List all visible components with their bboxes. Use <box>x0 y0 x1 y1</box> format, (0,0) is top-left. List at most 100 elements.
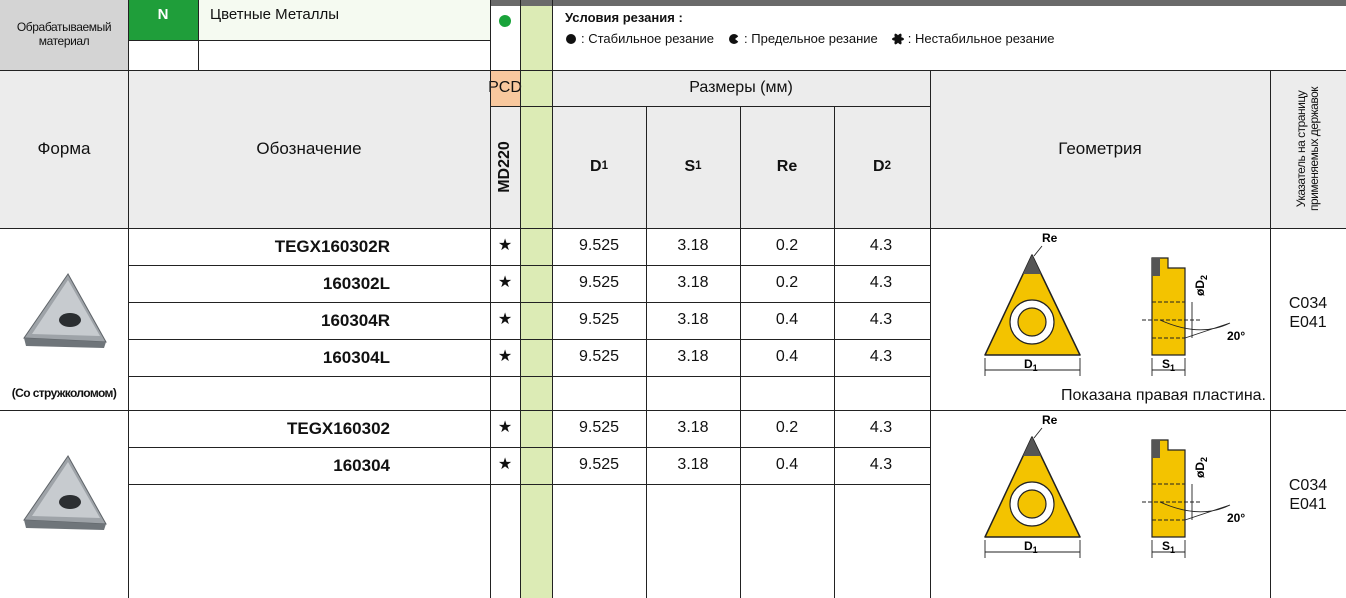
text: D <box>873 158 885 176</box>
insert-photo <box>20 268 110 358</box>
availability: ★ <box>490 302 520 339</box>
d2-label: øD2 <box>1193 457 1209 478</box>
s1-symbol: S <box>1162 357 1170 371</box>
dimension-value: 9.525 <box>552 447 646 484</box>
s1-index: 1 <box>1170 363 1175 373</box>
angle-label: 20° <box>1227 511 1245 525</box>
geometry-header: Геометрия <box>930 70 1270 228</box>
text: применяемых державок <box>1308 87 1321 211</box>
designation: 160304R <box>128 302 390 339</box>
dimension-value: 3.18 <box>646 410 740 447</box>
d2-symbol: øD <box>1193 280 1207 296</box>
dimension-value: 9.525 <box>552 410 646 447</box>
hole-inner <box>1018 308 1046 336</box>
rule <box>834 106 835 598</box>
text: C034 <box>1289 294 1327 313</box>
availability: ★ <box>490 410 520 447</box>
d2-label: øD2 <box>1193 275 1209 296</box>
angle-label: 20° <box>1227 329 1245 343</box>
conditions-title: Условия резания : <box>565 10 965 26</box>
geometry-caption: Показана правая пластина. <box>930 382 1268 410</box>
s1-label: S1 <box>1162 357 1175 373</box>
material-name: Цветные Металлы <box>198 0 490 40</box>
grade-class: PCD <box>490 70 520 106</box>
dimension-value: 9.525 <box>552 265 646 302</box>
dimension-value: 9.525 <box>552 302 646 339</box>
rule <box>128 484 930 485</box>
rule <box>128 376 930 377</box>
dimension-value: 3.18 <box>646 447 740 484</box>
text: S <box>684 158 695 176</box>
insert-face <box>32 280 100 336</box>
availability: ★ <box>490 339 520 376</box>
d1-index: 1 <box>1033 545 1038 555</box>
re-label: Re <box>1042 231 1058 245</box>
subscript: 2 <box>885 160 891 173</box>
dimension-value: 9.525 <box>552 339 646 376</box>
s1-label: S1 <box>1162 539 1175 555</box>
rule <box>0 228 1346 229</box>
condition-icon <box>892 33 904 45</box>
rule <box>128 0 129 598</box>
d2-index: 2 <box>1199 457 1209 462</box>
catalog-page: Обрабатываемый материалNЦветные Металлы У… <box>0 0 1346 598</box>
dimension-value: 4.3 <box>834 265 928 302</box>
rule <box>552 0 553 598</box>
rule <box>198 0 199 70</box>
insert-hole <box>59 313 81 327</box>
availability: ★ <box>490 447 520 484</box>
icon-stable <box>566 34 576 44</box>
d1-label: D1 <box>1024 357 1038 373</box>
conditions-legend: : Стабильное резание: Предельное резание… <box>565 30 1265 48</box>
text: : Нестабильное резание <box>908 32 1055 47</box>
availability: ★ <box>490 265 520 302</box>
dimension-value: 4.3 <box>834 228 928 265</box>
dimension-value: 4.3 <box>834 339 928 376</box>
dimensions-header: Размеры (мм) <box>552 70 930 106</box>
d2-index: 2 <box>1199 275 1209 280</box>
material-label: Обрабатываемый материал <box>0 0 128 70</box>
re-label: Re <box>1042 413 1058 427</box>
dimension-value: 4.3 <box>834 410 928 447</box>
rule <box>930 70 931 598</box>
dimension-value: 3.18 <box>646 228 740 265</box>
dimension-value: 0.2 <box>740 410 834 447</box>
designation: TEGX160302 <box>128 410 390 447</box>
dimension-header: Re <box>740 106 834 228</box>
dimension-value: 9.525 <box>552 228 646 265</box>
side-tip <box>1152 440 1160 458</box>
rule <box>1270 70 1271 598</box>
dimension-value: 0.2 <box>740 265 834 302</box>
availability: ★ <box>490 228 520 265</box>
dimension-value: 0.4 <box>740 302 834 339</box>
condition-icon <box>728 33 740 45</box>
s1-index: 1 <box>1170 545 1175 555</box>
d1-label: D1 <box>1024 539 1038 555</box>
condition-icon <box>565 33 577 45</box>
pcd-tip <box>1023 437 1041 456</box>
pcd-tip <box>1023 255 1041 274</box>
text: E041 <box>1289 313 1326 332</box>
dimension-value: 3.18 <box>646 339 740 376</box>
dimension-value: 4.3 <box>834 302 928 339</box>
rule <box>520 0 521 598</box>
rule <box>0 70 1346 71</box>
rule <box>490 0 491 598</box>
dimension-value: 3.18 <box>646 265 740 302</box>
dimension-value: 0.4 <box>740 339 834 376</box>
d1-symbol: D <box>1024 539 1033 553</box>
dimension-value: 3.18 <box>646 302 740 339</box>
text: Re <box>777 158 797 176</box>
designation: TEGX160302R <box>128 228 390 265</box>
insert-note: (Со стружколомом) <box>0 378 128 410</box>
insert-photo <box>20 450 110 540</box>
insert-face <box>32 462 100 518</box>
rule <box>128 40 490 41</box>
rule <box>490 106 930 107</box>
text: D <box>590 158 602 176</box>
material-group: N <box>128 0 198 40</box>
